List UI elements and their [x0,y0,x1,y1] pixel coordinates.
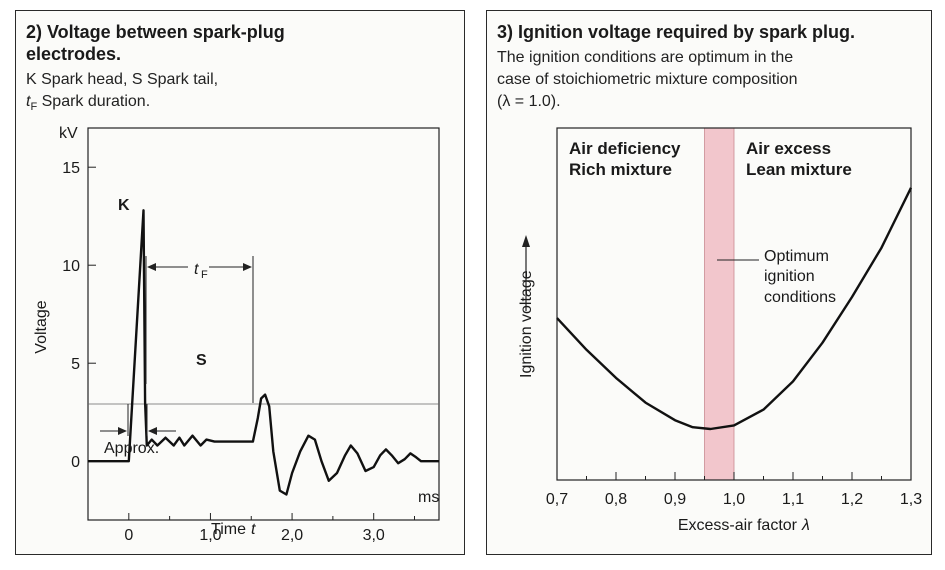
optimum-band [704,127,735,481]
chart-title: 2) Voltage between spark-plug electrodes… [26,22,285,64]
y-tick-label: 15 [62,160,80,177]
ignition-voltage-chart-panel: 3) Ignition voltage required by spark pl… [486,10,932,555]
spark-tail-label: S [196,352,207,369]
optimum-label-3: conditions [764,289,836,306]
y-tick-label: 10 [62,258,80,275]
x-axis-symbol: t [251,521,256,538]
ignition-voltage-plot: 0,7 0,8 0,9 1,0 1,1 1,2 1,3 Air deficiency Ric… [518,127,922,534]
rich-region-label-1: Air deficiency [569,139,681,158]
optimum-label-2: ignition [764,268,815,285]
x-axis-symbol: λ [801,517,810,534]
x-axis-label-text: Time [211,521,246,538]
y-tick-label: 5 [71,356,80,373]
duration-arrowhead-left [147,263,156,271]
y-axis-label: Voltage [33,300,50,353]
chart-title: 3) Ignition voltage required by spark pl… [497,22,856,42]
x-tick-label: 1,0 [199,527,221,544]
x-tick-label: 0,8 [605,491,627,508]
chart-caption-line2: tF Spark duration. [26,91,150,118]
x-tick-label: 1,2 [841,491,863,508]
x-tick-label: 0 [124,527,133,544]
chart-caption-line1: K Spark head, S Spark tail, [26,71,219,88]
voltage-plot: 0 1,0 2,0 3,0 0 5 10 15 kV ms Voltage Time t K… [33,125,440,544]
caption-duration-text: Spark duration. [37,93,151,110]
chart-caption-line2: case of stoichiometric mixture compositi… [497,71,798,88]
duration-subscript: F [201,269,208,281]
x-tick-label: 0,7 [546,491,568,508]
duration-arrowhead-right [243,263,252,271]
x-tick-label: 3,0 [363,527,385,544]
x-axis-label: Excess-air factor [678,517,798,534]
lean-region-label-1: Air excess [746,139,831,158]
chart-caption-line1: The ignition conditions are optimum in t… [497,49,794,66]
x-unit-label: ms [418,489,439,506]
y-unit-label: kV [59,125,78,142]
y-axis-arrowhead [522,235,530,247]
y-axis-label: Ignition voltage [518,270,535,378]
y-tick-label: 0 [71,454,80,471]
approx-arrowhead-left [118,427,127,435]
x-tick-label: 1,1 [782,491,804,508]
x-tick-label: 0,9 [664,491,686,508]
lean-region-label-2: Lean mixture [746,160,852,179]
x-axis-label: Time [211,521,246,538]
x-tick-label: 1,0 [723,491,745,508]
voltage-chart-panel: 2) Voltage between spark-plug electrodes… [15,10,465,555]
ignition-voltage-curve [556,187,913,431]
approx-arrowhead-right [148,427,157,435]
duration-symbol: t [194,261,199,278]
voltage-series-line [88,209,439,496]
duration-label: t [194,261,199,278]
caption-duration-subscript: F [30,101,38,114]
optimum-label-1: Optimum [764,248,829,265]
chart-caption-line3: (λ = 1.0). [497,93,561,110]
rich-region-label-2: Rich mixture [569,160,672,179]
caption-duration-symbol: t [26,93,31,110]
approx-label: Approx. [104,440,159,457]
x-tick-label: 1,3 [900,491,922,508]
x-tick-label: 2,0 [281,527,303,544]
spark-head-label: K [118,197,130,214]
plot-frame [87,127,440,521]
